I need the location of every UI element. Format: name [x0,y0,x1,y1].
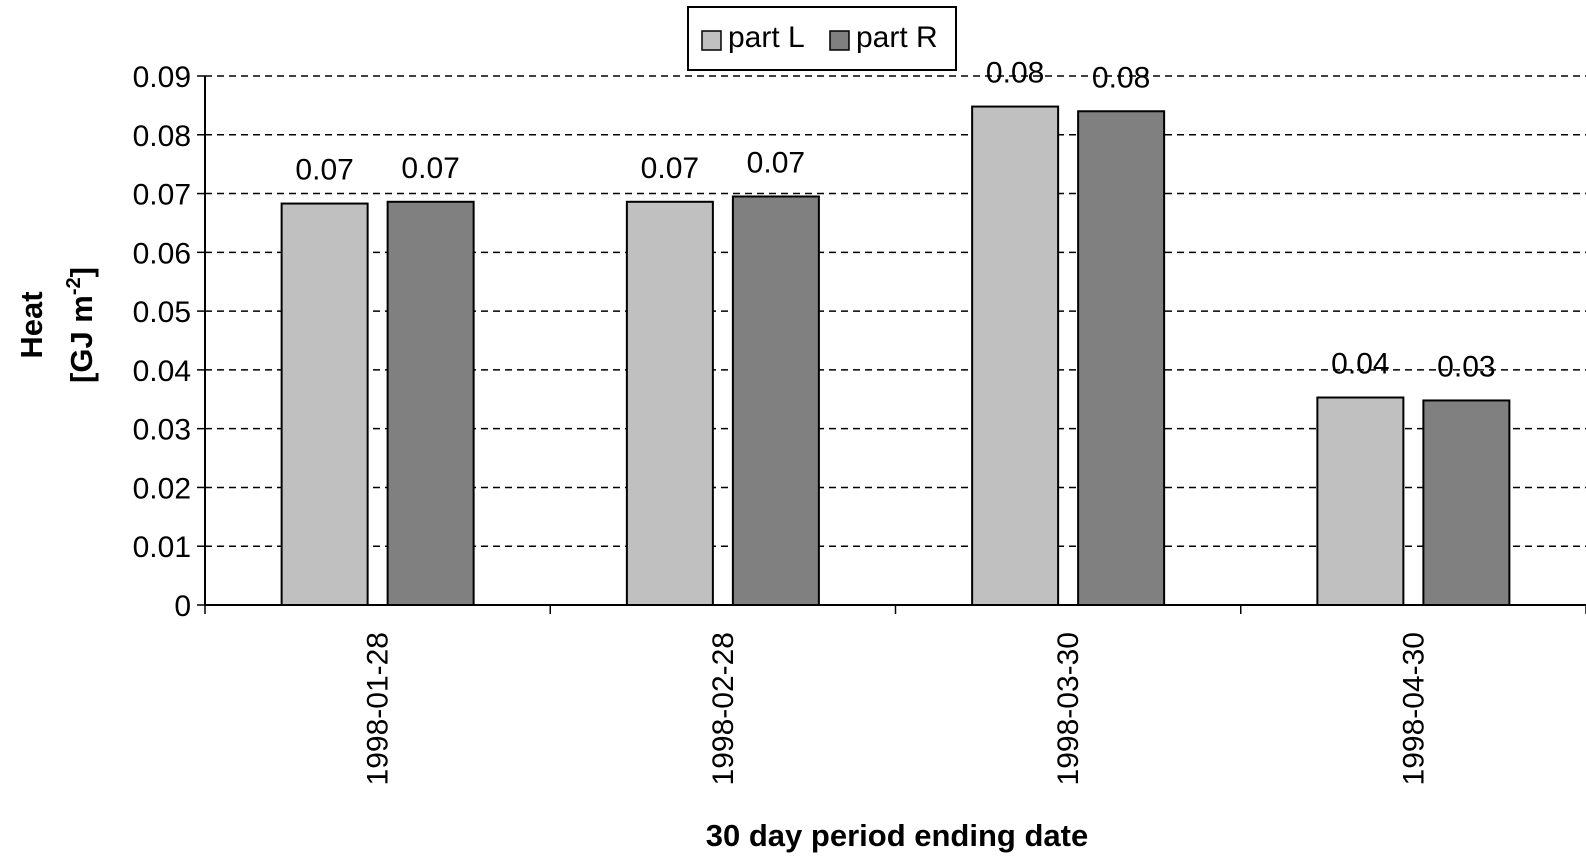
x-category-label: 1998-04-30 [1397,632,1430,785]
data-label: 0.03 [1437,350,1495,383]
data-labels: 0.07 0.07 0.07 0.07 0.08 0.08 0.04 0.03 [295,57,1495,384]
legend-swatch-part-l [701,30,722,51]
axes: 0 0.01 0.02 0.03 0.04 0.05 0.06 0.07 0.08 0.09 199… [133,61,1586,785]
legend: part L part R [687,6,957,71]
x-axis-title: 30 day period ending date [706,818,1088,853]
data-label: 0.04 [1331,348,1389,381]
y-tick-label: 0 [174,590,191,623]
y-tick-label: 0.07 [133,179,191,212]
data-label: 0.07 [747,146,805,179]
y-tick-label: 0.08 [133,120,191,153]
y-tick-label: 0.05 [133,296,191,329]
bars [280,105,1511,607]
bar-part-l-1998-04-30 [1316,396,1405,606]
x-category-label: 1998-02-28 [707,632,740,785]
bar-part-r-1998-01-28 [386,200,475,606]
data-label: 0.07 [401,152,459,185]
y-tick-label: 0.01 [133,531,191,564]
data-label: 0.08 [1092,61,1150,94]
y-tick-label: 0.09 [133,61,191,94]
x-category-label: 1998-01-28 [362,632,395,785]
bar-part-l-1998-01-28 [280,202,369,606]
y-tick-label: 0.04 [133,355,191,388]
data-label: 0.08 [986,57,1044,90]
data-label: 0.07 [641,152,699,185]
y-tick-label: 0.03 [133,414,191,447]
y-tick-label: 0.02 [133,472,191,505]
legend-box [687,6,957,71]
legend-label-part-l: part L [728,21,805,54]
bar-part-l-1998-03-30 [971,105,1060,606]
y-axis-title-line2: [GJ m-2] [63,267,99,383]
y-axis-title: Heat [GJ m-2] [14,267,99,383]
data-label: 0.07 [295,154,353,187]
bar-part-r-1998-02-28 [731,195,820,606]
bar-part-r-1998-03-30 [1077,110,1166,607]
legend-swatch-part-r [829,30,850,51]
bar-part-l-1998-02-28 [625,200,714,606]
bar-part-r-1998-04-30 [1422,399,1511,606]
y-tick-label: 0.06 [133,237,191,270]
y-axis-title-line1: Heat [14,291,49,358]
x-category-label: 1998-03-30 [1052,632,1085,785]
legend-label-part-r: part R [856,21,938,54]
